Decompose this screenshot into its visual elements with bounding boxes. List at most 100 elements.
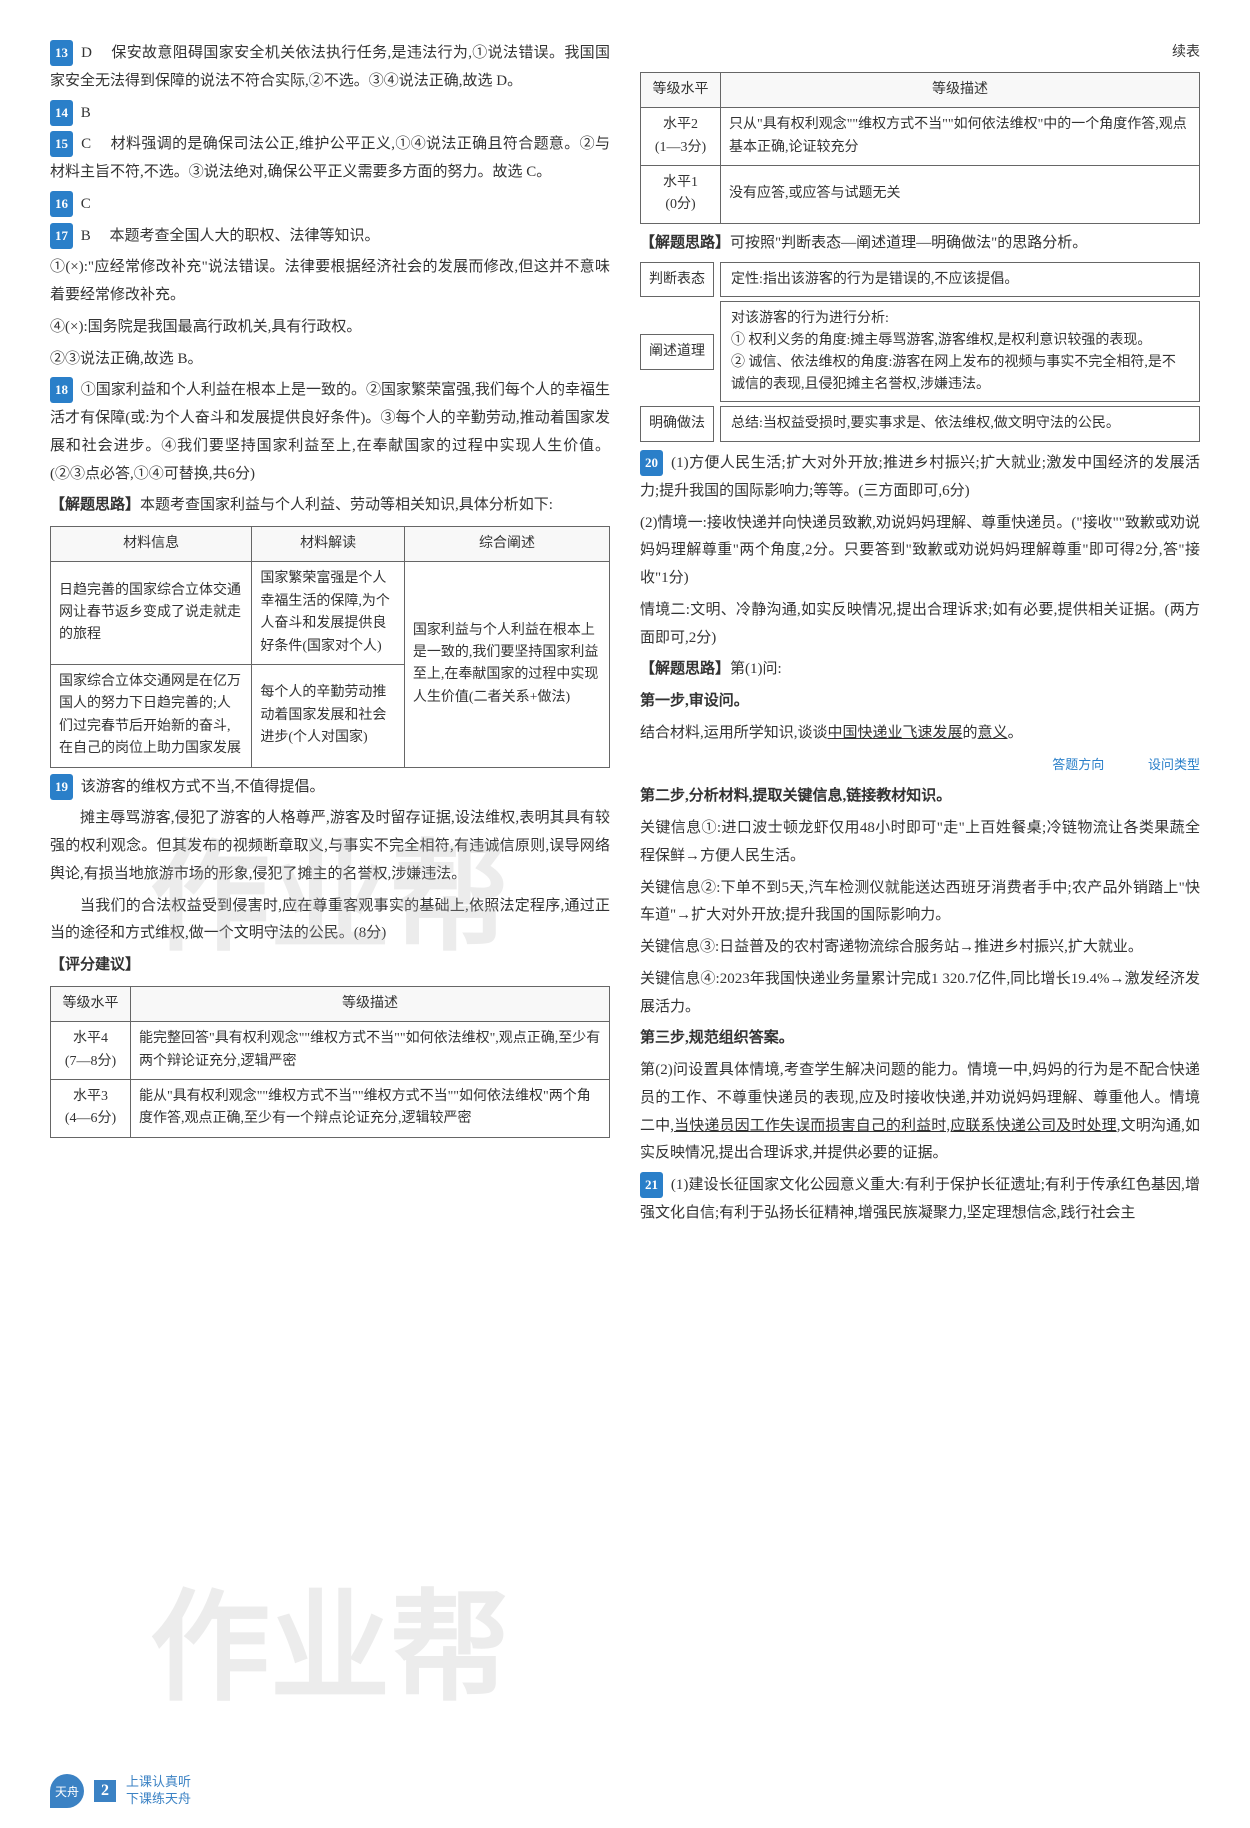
step1-content: 结合材料,运用所学知识,谈谈中国快递业飞速发展的意义。 — [640, 720, 1200, 748]
judge-label: 判断表态 — [640, 262, 714, 298]
annot2: 设问类型 — [1148, 757, 1200, 772]
q20-hint-label: 【解题思路】 — [640, 661, 730, 677]
q17: 17 B 本题考查全国人大的职权、法律等知识。 — [50, 223, 610, 251]
step1-end: 。 — [1008, 725, 1023, 741]
q21: 21 (1)建设长征国家文化公园意义重大:有利于保护长征遗址;有利于传承红色基因… — [640, 1172, 1200, 1228]
q20-p3: 情境二:文明、冷静沟通,如实反映情况,提出合理诉求;如有必要,提供相关证据。(两… — [640, 597, 1200, 653]
q21-num: 21 — [640, 1172, 663, 1198]
q14-ans: B — [81, 105, 91, 121]
q18-num: 18 — [50, 377, 73, 403]
table-18: 材料信息 材料解读 综合阐述 日趋完善的国家综合立体交通网让春节返乡变成了说走就… — [50, 526, 610, 768]
step1-text: 结合材料,运用所学知识,谈谈 — [640, 725, 828, 741]
hint-label: 【解题思路】 — [50, 497, 140, 513]
gt2-h0: 等级水平 — [641, 72, 721, 107]
key3: 关键信息③:日益普及的农村寄递物流综合服务站→推进乡村振兴,扩大就业。 — [640, 934, 1200, 962]
q17-ans: B — [81, 228, 91, 244]
gt2-r0c1: 只从"具有权利观念""维权方式不当""如何依法维权"中的一个角度作答,观点基本正… — [721, 108, 1200, 166]
step1-label: 第一步,审设问。 — [640, 693, 749, 709]
q18-hint-text: 本题考查国家利益与个人利益、劳动等相关知识,具体分析如下: — [140, 497, 553, 513]
q14-num: 14 — [50, 100, 73, 126]
step1-row: 第一步,审设问。 — [640, 688, 1200, 716]
key2: 关键信息②:下单不到5天,汽车检测仪就能送达西班牙消费者手中;农产品外销踏上"快… — [640, 875, 1200, 931]
t18-r0c0: 日趋完善的国家综合立体交通网让春节返乡变成了说走就走的旅程 — [51, 562, 252, 665]
q16-num: 16 — [50, 191, 73, 217]
q16-ans: C — [81, 196, 91, 212]
q17-l3: ④(×):国务院是我国最高行政机关,具有行政权。 — [50, 314, 610, 342]
gt2-r0c0: 水平2 (1—3分) — [641, 108, 721, 166]
t18-h0: 材料信息 — [51, 527, 252, 562]
action-label: 明确做法 — [640, 406, 714, 442]
t18-r0c2: 国家利益与个人利益在根本上是一致的,我们要坚持国家利益至上,在奉献国家的过程中实… — [404, 562, 609, 767]
q19-l3: 当我们的合法权益受到侵害时,应在尊重客观事实的基础上,依照法定程序,通过正当的途… — [50, 893, 610, 949]
gt1-r1c1: 能从"具有权利观念""维权方式不当""维权方式不当""如何依法维权"两个角度作答… — [131, 1079, 610, 1137]
gt1-r0c0: 水平4 (7—8分) — [51, 1022, 131, 1080]
q19-hint: 【评分建议】 — [50, 952, 610, 980]
q13-text: 保安故意阻碍国家安全机关依法执行任务,是违法行为,①说法错误。我国国家安全无法得… — [50, 45, 610, 89]
q18: 18 ①国家利益和个人利益在根本上是一致的。②国家繁荣富强,我们每个人的幸福生活… — [50, 377, 610, 488]
q17-l2: ①(×):"应经常修改补充"说法错误。法律要根据经济社会的发展而修改,但这并不意… — [50, 254, 610, 310]
gt2-h1: 等级描述 — [721, 72, 1200, 107]
left-column: 13 D 保安故意阻碍国家安全机关依法执行任务,是违法行为,①说法错误。我国国家… — [50, 40, 610, 1232]
reason-label: 阐述道理 — [640, 334, 714, 370]
q13-ans: D — [81, 45, 92, 61]
watermark-2: 作业帮 — [150, 1550, 510, 1724]
grade-table-2: 等级水平 等级描述 水平2 (1—3分) 只从"具有权利观念""维权方式不当""… — [640, 72, 1200, 224]
q17-l1: 本题考查全国人大的职权、法律等知识。 — [95, 228, 380, 244]
hint19: 【解题思路】可按照"判断表态—阐述道理—明确做法"的思路分析。 — [640, 230, 1200, 258]
footer-pagenum: 2 — [94, 1780, 116, 1802]
q19: 19 该游客的维权方式不当,不值得提倡。 — [50, 774, 610, 802]
annot1: 答题方向 — [1052, 757, 1104, 772]
q14: 14 B — [50, 100, 610, 128]
continued-label: 续表 — [640, 40, 1200, 66]
gt2-r1c0: 水平1 (0分) — [641, 166, 721, 224]
q19-l2: 摊主辱骂游客,侵犯了游客的人格尊严,游客及时留存证据,设法维权,表明其具有较强的… — [50, 805, 610, 888]
gt2-r1c1: 没有应答,或应答与试题无关 — [721, 166, 1200, 224]
q17-l4: ②③说法正确,故选 B。 — [50, 346, 610, 374]
q20-p1-text: (1)方便人民生活;扩大对外开放;推进乡村振兴;扩大就业;激发中国经济的发展活力… — [640, 455, 1200, 499]
q21-text: (1)建设长征国家文化公园意义重大:有利于保护长征遗址;有利于传承红色基因,增强… — [640, 1177, 1200, 1221]
gt1-r0c1: 能完整回答"具有权利观念""维权方式不当""如何依法维权",观点正确,至少有两个… — [131, 1022, 610, 1080]
step1-u: 中国快递业飞速发展 — [828, 725, 963, 741]
q15-ans: C — [81, 136, 91, 152]
q18-hint: 【解题思路】本题考查国家利益与个人利益、劳动等相关知识,具体分析如下: — [50, 492, 610, 520]
reason1: ① 权利义务的角度:摊主辱骂游客,游客维权,是权利意识较强的表现。 — [731, 330, 1189, 352]
gt1-r1c0: 水平3 (4—6分) — [51, 1079, 131, 1137]
q15: 15 C 材料强调的是确保司法公正,维护公平正义,①④说法正确且符合题意。②与材… — [50, 131, 610, 187]
footer-l2: 下课练天舟 — [126, 1791, 191, 1808]
q20-p2-analysis: 第(2)问设置具体情境,考查学生解决问题的能力。情境一中,妈妈的行为是不配合快递… — [640, 1057, 1200, 1168]
q20-p2: (2)情境一:接收快递并向快递员致歉,劝说妈妈理解、尊重快递员。("接收""致歉… — [640, 510, 1200, 593]
t18-r0c1: 国家繁荣富强是个人幸福生活的保障,为个人奋斗和发展提供良好条件(国家对个人) — [252, 562, 405, 665]
hint19-text: 可按照"判断表态—阐述道理—明确做法"的思路分析。 — [730, 235, 1087, 251]
q20-num: 20 — [640, 450, 663, 476]
annot-row: 答题方向 设问类型 — [640, 752, 1200, 780]
q20-hint-p1: 第(1)问: — [730, 661, 782, 677]
footer-text: 上课认真听 下课练天舟 — [126, 1774, 191, 1808]
footer-badge: 天舟 — [50, 1774, 84, 1808]
step1-after: 的 — [963, 725, 978, 741]
gt1-h1: 等级描述 — [131, 986, 610, 1021]
q18-text: ①国家利益和个人利益在根本上是一致的。②国家繁荣富强,我们每个人的幸福生活才有保… — [50, 382, 610, 481]
step3-label: 第三步,规范组织答案。 — [640, 1025, 1200, 1053]
t18-h1: 材料解读 — [252, 527, 405, 562]
q15-num: 15 — [50, 131, 73, 157]
t18-r1c0: 国家综合立体交通网是在亿万国人的努力下日趋完善的;人们过完春节后开始新的奋斗,在… — [51, 664, 252, 767]
step1-u2: 意义 — [978, 725, 1008, 741]
p2-u: 当快递员因工作失误而损害自己的利益时,应联系快递公司及时处理 — [674, 1118, 1117, 1134]
q13-num: 13 — [50, 40, 73, 66]
q19-hint-label: 【评分建议】 — [50, 957, 140, 973]
q19-l1: 该游客的维权方式不当,不值得提倡。 — [81, 779, 325, 795]
step2-label: 第二步,分析材料,提取关键信息,链接教材知识。 — [640, 783, 1200, 811]
q13: 13 D 保安故意阻碍国家安全机关依法执行任务,是违法行为,①说法错误。我国国家… — [50, 40, 610, 96]
gt1-h0: 等级水平 — [51, 986, 131, 1021]
t18-h2: 综合阐述 — [404, 527, 609, 562]
q19-num: 19 — [50, 774, 73, 800]
page-container: 13 D 保安故意阻碍国家安全机关依法执行任务,是违法行为,①说法错误。我国国家… — [0, 0, 1250, 1272]
hint19-label: 【解题思路】 — [640, 235, 730, 251]
reason-box: 对该游客的行为进行分析: ① 权利义务的角度:摊主辱骂游客,游客维权,是权利意识… — [720, 301, 1200, 402]
right-column: 续表 等级水平 等级描述 水平2 (1—3分) 只从"具有权利观念""维权方式不… — [640, 40, 1200, 1232]
key1: 关键信息①:进口波士顿龙虾仅用48小时即可"走"上百姓餐桌;冷链物流让各类果蔬全… — [640, 815, 1200, 871]
q17-num: 17 — [50, 223, 73, 249]
q20-p1: 20 (1)方便人民生活;扩大对外开放;推进乡村振兴;扩大就业;激发中国经济的发… — [640, 450, 1200, 506]
flow-reason: 阐述道理 对该游客的行为进行分析: ① 权利义务的角度:摊主辱骂游客,游客维权,… — [640, 301, 1200, 402]
action-box: 总结:当权益受损时,要实事求是、依法维权,做文明守法的公民。 — [720, 406, 1200, 442]
